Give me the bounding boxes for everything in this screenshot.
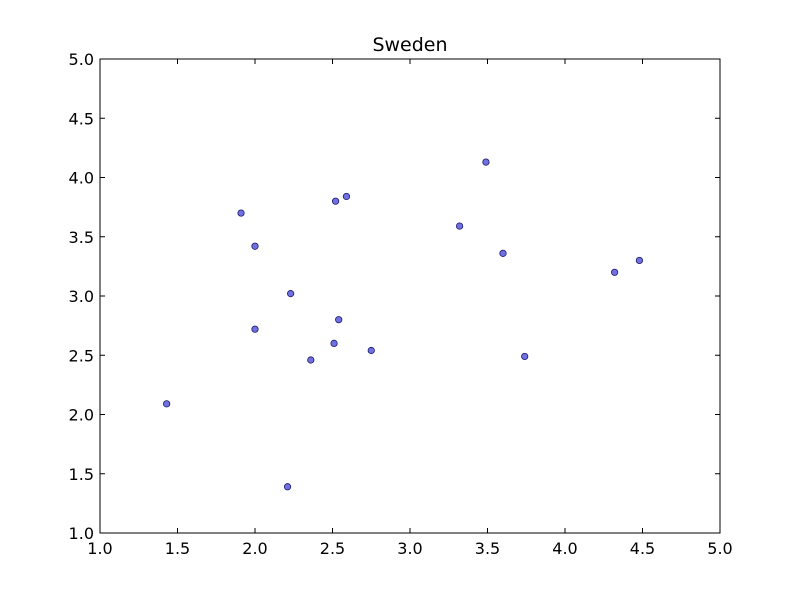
scatter-point [163,400,171,408]
scatter-point [237,209,245,217]
scatter-point [342,192,351,201]
y-tick-label: 5.0 [69,50,94,69]
x-tick-label: 2.5 [320,539,345,558]
scatter-point [367,346,375,355]
y-tick-label: 1.0 [69,524,94,543]
scatter-point [499,249,507,257]
y-tick-label: 3.0 [69,287,94,306]
plot-area: 1.0 1.5 2.0 2.5 3.0 3.5 4.0 4.5 5.0 1.0 1.5 2.0 2.5… [69,50,733,558]
ticks [99,58,721,534]
x-tick-label: 3.5 [475,539,500,558]
scatter-point [482,158,490,166]
x-tick-label: 2.0 [242,539,267,558]
scatter-point [307,356,315,364]
axes-frame [99,58,721,534]
scatter-point [283,483,292,491]
x-tick-label: 4.5 [630,539,655,558]
y-tick-label: 3.5 [69,228,94,247]
scatter-point [330,339,338,347]
y-tick-labels: 1.0 1.5 2.0 2.5 3.0 3.5 4.0 4.5 5.0 [69,50,94,543]
scatter-point [635,256,644,265]
y-tick-label: 4.5 [69,109,94,128]
y-tick-label: 2.5 [69,346,94,365]
scatter-point [521,352,529,361]
scatter-point [455,222,464,230]
scatter-point [251,325,259,333]
x-tick-label: 4.0 [552,539,577,558]
x-tick-label: 1.5 [165,539,190,558]
x-tick-labels: 1.0 1.5 2.0 2.5 3.0 3.5 4.0 4.5 5.0 [87,539,732,558]
scatter-point [610,268,619,276]
chart-title: Sweden [372,34,447,56]
x-tick-label: 3.0 [397,539,422,558]
x-tick-label: 5.0 [707,539,732,558]
scatter-point [287,290,295,298]
scatter-point [251,242,259,250]
x-tick-label: 1.0 [87,539,112,558]
y-tick-label: 2.0 [69,406,94,425]
scatter-point [331,197,340,205]
y-tick-label: 4.0 [69,169,94,188]
scatter-point [335,316,343,324]
data-points [163,158,644,491]
y-tick-label: 1.5 [69,465,94,484]
